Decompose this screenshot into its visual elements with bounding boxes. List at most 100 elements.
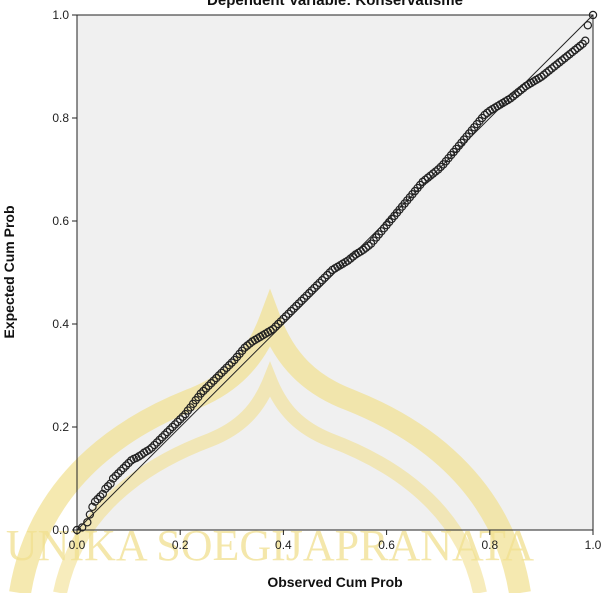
data-point: [323, 270, 332, 280]
data-point: [302, 291, 311, 300]
data-point: [292, 301, 301, 311]
data-point: [307, 286, 316, 295]
data-point: [364, 241, 373, 250]
data-point: [565, 49, 574, 59]
data-point: [312, 281, 322, 290]
data-point: [178, 412, 187, 421]
data-point: [155, 435, 164, 445]
data-point: [537, 72, 546, 82]
data-point: [145, 445, 154, 454]
x-tick-label: 0.4: [275, 538, 292, 552]
data-point: [588, 10, 598, 20]
university-seal-watermark: UNIKA SOEGIJAPRANATA: [6, 288, 534, 593]
data-point: [165, 425, 175, 434]
chart-title: Dependent Variable: Konservatisme: [207, 0, 463, 9]
data-point: [426, 171, 435, 180]
x-tick-label: 0.6: [378, 538, 395, 552]
data-point: [511, 90, 520, 99]
data-point: [299, 294, 309, 303]
data-point: [90, 497, 100, 506]
plot-frame: [76, 14, 594, 531]
data-point: [557, 56, 567, 65]
data-point: [552, 60, 562, 69]
data-point: [581, 36, 590, 45]
data-point: [305, 288, 314, 298]
data-point: [583, 21, 593, 30]
data-point: [77, 523, 87, 532]
data-point: [119, 464, 128, 473]
data-point: [506, 94, 515, 103]
data-point: [431, 167, 440, 176]
data-point: [157, 433, 167, 442]
data-point: [121, 461, 131, 470]
data-point: [320, 273, 329, 282]
data-point: [281, 312, 291, 321]
ticks-layer: 0.0 0.2 0.4 0.6 0.8 1.0 0.0 0.2 0.4 0.6 0.8 1.0: [52, 8, 601, 552]
data-point: [106, 479, 115, 488]
data-point: [204, 381, 213, 390]
data-point: [544, 66, 554, 75]
x-tick-label: 0.0: [69, 538, 86, 552]
data-point: [96, 492, 105, 501]
data-point: [111, 471, 120, 481]
data-point: [168, 422, 177, 432]
data-point: [279, 314, 288, 324]
y-tick-label: 0.2: [52, 420, 69, 434]
data-point: [346, 254, 355, 263]
data-point: [103, 482, 113, 491]
data-point: [85, 510, 95, 519]
x-tick-label: 0.2: [172, 538, 189, 552]
data-point: [93, 494, 102, 504]
data-point: [150, 440, 159, 450]
data-point: [152, 438, 162, 447]
data-point: [294, 299, 304, 308]
data-point: [480, 110, 489, 120]
data-point: [359, 245, 368, 255]
data-point: [310, 283, 319, 293]
data-point: [98, 489, 108, 499]
data-point: [212, 373, 221, 383]
data-point: [423, 173, 433, 182]
data-point: [225, 361, 234, 370]
data-point: [573, 43, 582, 53]
data-point: [297, 296, 306, 306]
data-point: [274, 319, 283, 329]
data-point: [513, 88, 523, 97]
watermark-text: UNIKA SOEGIJAPRANATA: [6, 521, 534, 570]
data-point: [428, 169, 438, 178]
data-point: [575, 41, 585, 51]
data-point: [196, 389, 206, 398]
data-point: [175, 415, 185, 424]
data-point: [222, 363, 231, 372]
data-point: [317, 276, 327, 285]
data-point: [163, 427, 172, 437]
x-tick-label: 1.0: [585, 538, 602, 552]
data-point: [147, 443, 157, 452]
data-point: [542, 68, 551, 77]
points-layer: [72, 10, 598, 535]
data-point: [361, 243, 371, 252]
y-tick-label: 0.8: [52, 111, 69, 125]
data-point: [436, 162, 445, 172]
data-point: [325, 268, 335, 277]
data-point: [227, 358, 236, 367]
y-tick-label: 1.0: [52, 8, 69, 22]
data-point: [284, 309, 293, 318]
data-point: [170, 420, 180, 429]
data-point: [201, 384, 211, 393]
data-point: [568, 47, 577, 57]
data-point: [563, 52, 572, 61]
data-point: [88, 502, 97, 512]
data-point: [124, 458, 133, 468]
y-axis-title: Expected Cum Prob: [1, 205, 17, 338]
data-point: [214, 371, 224, 380]
data-point: [560, 54, 569, 63]
data-point: [219, 366, 229, 375]
data-point: [516, 85, 525, 95]
data-point: [276, 317, 286, 326]
data-point: [116, 466, 126, 475]
data-point: [550, 62, 559, 71]
y-tick-label: 0.4: [52, 317, 69, 331]
data-point: [547, 64, 556, 73]
